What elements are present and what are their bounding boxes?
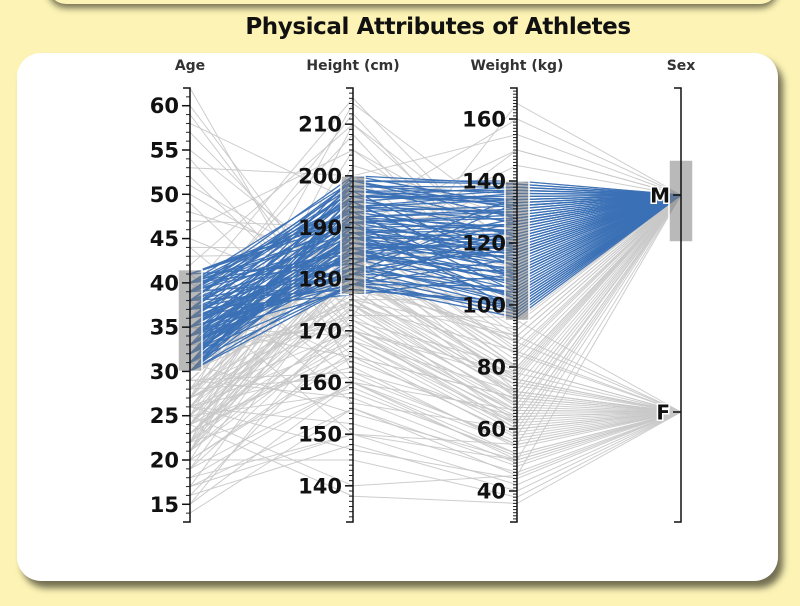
background-line — [189, 381, 682, 505]
axis-sex[interactable]: Sex F M — [649, 58, 696, 523]
tick-label: 160 — [462, 108, 506, 132]
tick-label: 50 — [150, 183, 179, 207]
tick-label: 15 — [150, 493, 179, 517]
selected-line — [189, 194, 682, 355]
background-line — [189, 87, 682, 418]
tick-label: 45 — [150, 227, 179, 251]
axis-title: Age — [175, 58, 205, 74]
background-line — [189, 164, 682, 408]
selected-line — [189, 175, 682, 293]
tick-label: 100 — [462, 294, 506, 318]
selected-line — [189, 194, 682, 355]
selected-line — [189, 190, 682, 293]
axis-height-cm[interactable]: Height (cm) 140 150 160 170 180 190 200 210 — [298, 58, 400, 523]
selected-line — [189, 194, 682, 328]
background-line — [189, 194, 682, 452]
selected-line — [189, 194, 682, 337]
background-line — [189, 194, 682, 443]
selected-line — [189, 194, 682, 346]
axis-line — [674, 87, 682, 523]
axis-weight-kg[interactable]: Weight (kg) 40 60 80 100 120 140 160 — [462, 58, 564, 523]
axis-line — [183, 87, 191, 523]
tick-label: 40 — [150, 271, 179, 295]
background-line — [189, 149, 682, 343]
background-line — [189, 247, 682, 413]
tick-label: 120 — [462, 232, 506, 256]
background-line — [189, 149, 682, 229]
background-line — [190, 411, 682, 498]
tick-label: 60 — [150, 94, 179, 118]
tick-label: 160 — [298, 371, 342, 395]
background-line — [189, 194, 682, 408]
tick-label: 55 — [150, 139, 179, 163]
background-line — [189, 237, 682, 413]
axis-age[interactable]: Age 15 20 25 30 35 40 45 50 55 60 — [150, 58, 205, 523]
tick-label: 140 — [462, 170, 506, 194]
background-line — [189, 362, 682, 461]
background-line — [189, 376, 682, 442]
background-card — [48, 0, 778, 4]
selected-line — [189, 194, 682, 284]
background-line — [189, 411, 682, 496]
axis-title: Sex — [667, 58, 696, 74]
background-line — [189, 387, 682, 458]
background-line — [189, 273, 682, 430]
selected-line — [189, 180, 682, 364]
tick-label: 60 — [477, 418, 506, 442]
background-line — [189, 330, 682, 421]
background-line — [189, 411, 682, 486]
tick-label: 80 — [477, 356, 506, 380]
selected-lines — [189, 175, 682, 372]
axis-title: Weight (kg) — [471, 58, 564, 74]
tick-label: 40 — [477, 480, 506, 504]
background-line — [189, 247, 682, 470]
tick-label: M — [650, 184, 670, 208]
background-line — [189, 379, 682, 464]
tick-label: 170 — [298, 319, 342, 343]
background-line — [189, 194, 682, 487]
tick-label: 140 — [298, 474, 342, 498]
background-line — [189, 299, 682, 413]
tick-label: 25 — [150, 404, 179, 428]
background-line — [189, 114, 682, 413]
axis-title: Height (cm) — [306, 58, 399, 74]
selected-line — [189, 194, 682, 319]
background-line — [189, 194, 682, 425]
background-line — [189, 406, 682, 480]
background-line — [189, 194, 682, 505]
tick-label: 35 — [150, 316, 179, 340]
tick-label: 150 — [298, 423, 342, 447]
tick-label: 210 — [298, 113, 342, 137]
background-line — [189, 407, 682, 488]
selected-line — [189, 194, 682, 364]
selected-line — [189, 194, 682, 337]
background-line — [189, 194, 682, 496]
tick-label: 30 — [150, 360, 179, 384]
tick-label: F — [656, 401, 670, 425]
selected-line — [189, 194, 682, 346]
selected-line — [189, 194, 682, 328]
tick-label: 180 — [298, 268, 342, 292]
background-line — [189, 345, 682, 434]
background-line — [189, 300, 682, 446]
selected-line — [189, 194, 682, 311]
axis-line — [346, 87, 354, 523]
chart-title: Physical Attributes of Athletes — [245, 14, 631, 40]
background-line — [189, 299, 682, 413]
selected-line — [189, 175, 682, 346]
selected-line — [189, 194, 682, 310]
selected-line — [189, 194, 682, 319]
selected-line — [189, 194, 682, 311]
selected-line — [189, 186, 682, 310]
selected-line — [189, 194, 682, 319]
tick-label: 190 — [298, 216, 342, 240]
selected-line — [189, 194, 682, 328]
tick-label: 200 — [298, 164, 342, 188]
background-line — [189, 194, 682, 479]
selected-line — [189, 194, 682, 337]
tick-label: 20 — [150, 449, 179, 473]
background-line — [189, 194, 682, 487]
axes: Age 15 20 25 30 35 40 45 50 55 60 Height (cm) 140 150… — [150, 58, 696, 523]
